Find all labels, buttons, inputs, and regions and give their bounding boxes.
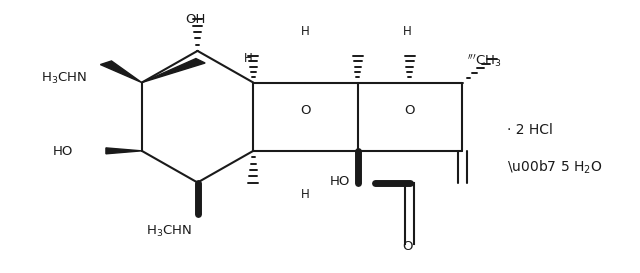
- Text: H: H: [301, 25, 310, 38]
- Text: HO: HO: [330, 175, 350, 188]
- Text: · 2 HCl: · 2 HCl: [507, 123, 553, 137]
- Polygon shape: [100, 61, 142, 82]
- Text: H: H: [301, 188, 310, 201]
- Text: OH: OH: [186, 13, 206, 26]
- Text: H$_3$CHN: H$_3$CHN: [41, 71, 87, 86]
- Text: O: O: [403, 240, 413, 253]
- Text: \u00b7 5 H$_2$O: \u00b7 5 H$_2$O: [507, 159, 603, 176]
- Text: $^{\prime\prime\prime}$CH$_3$: $^{\prime\prime\prime}$CH$_3$: [467, 52, 502, 69]
- Polygon shape: [106, 148, 142, 154]
- Polygon shape: [142, 58, 205, 82]
- Text: O: O: [404, 104, 415, 117]
- Text: H: H: [244, 52, 253, 65]
- Text: H$_3$CHN: H$_3$CHN: [146, 224, 192, 239]
- Text: HO: HO: [53, 145, 74, 158]
- Text: O: O: [300, 104, 310, 117]
- Text: H: H: [403, 25, 412, 38]
